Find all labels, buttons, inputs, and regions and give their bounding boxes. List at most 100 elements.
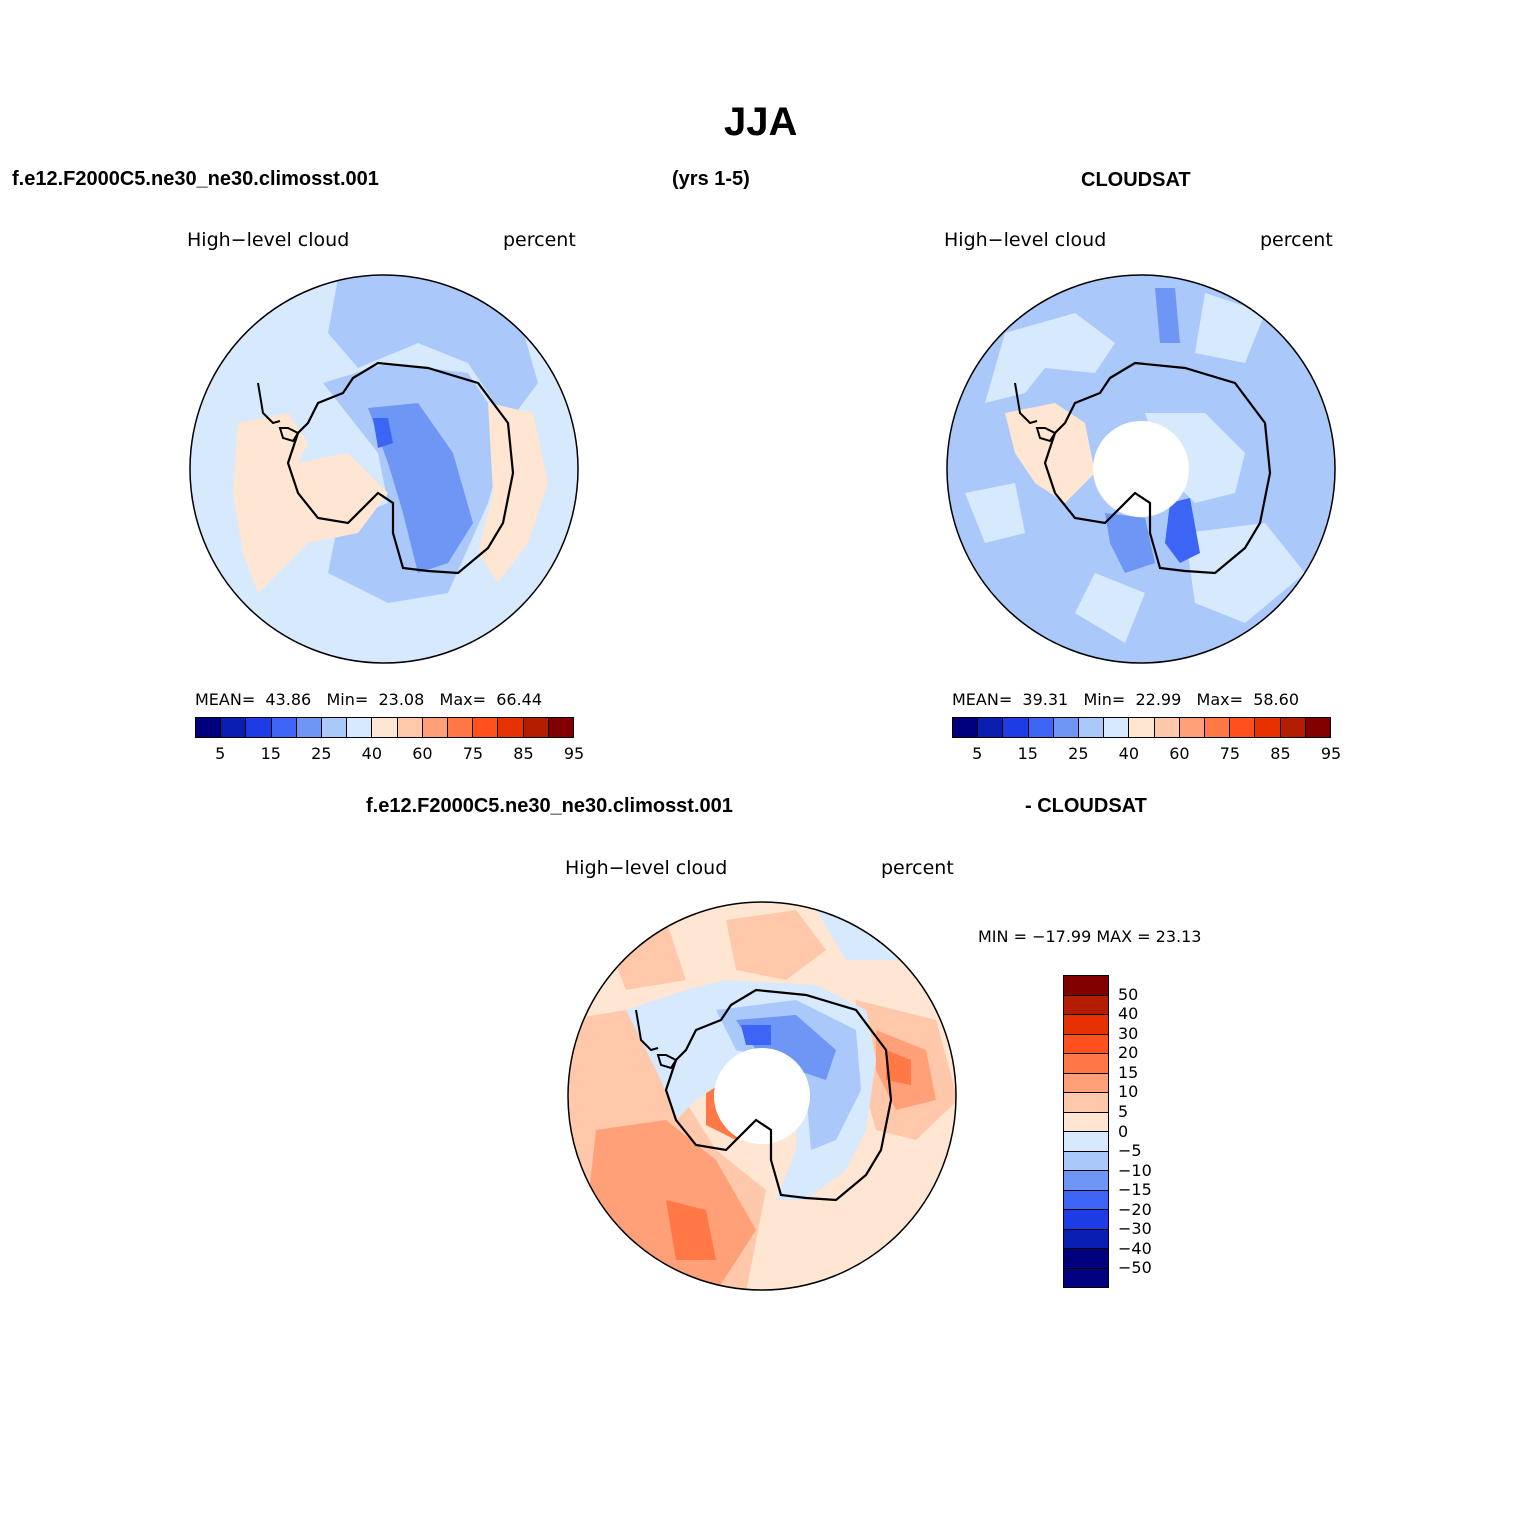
colorbar-swatch <box>1154 718 1180 737</box>
colorbar-swatch <box>1129 718 1155 737</box>
panel3-units: percent <box>881 857 954 879</box>
colorbar-tick-label: 85 <box>1270 744 1291 763</box>
colorbar-tick-label: −5 <box>1118 1141 1142 1161</box>
colorbar-swatch <box>322 718 348 737</box>
colorbar-swatch <box>523 718 549 737</box>
colorbar-tick-label: 60 <box>1169 744 1190 763</box>
colorbar-swatch <box>448 718 474 737</box>
colorbar-swatch <box>1064 1171 1108 1191</box>
panel1-stats: MEAN= 43.86 Min= 23.08 Max= 66.44 <box>195 690 542 709</box>
colorbar-swatch <box>246 718 272 737</box>
panel1-case-name: f.e12.F2000C5.ne30_ne30.climosst.001 <box>12 168 379 190</box>
panel2-polar-map <box>946 274 1336 664</box>
colorbar-tick-label: −20 <box>1118 1199 1152 1219</box>
colorbar-tick-label: 0 <box>1118 1121 1129 1141</box>
colorbar-tick-label: 15 <box>260 744 281 763</box>
colorbar-tick-label: −15 <box>1118 1180 1152 1200</box>
panel1-units: percent <box>503 229 576 251</box>
colorbar-tick-label: 25 <box>311 744 332 763</box>
colorbar-tick-label: 25 <box>1068 744 1089 763</box>
panel3-case-name: f.e12.F2000C5.ne30_ne30.climosst.001 <box>366 795 733 817</box>
colorbar-swatch <box>1064 995 1108 1015</box>
panel2-variable: High−level cloud <box>944 229 1107 251</box>
colorbar-tick-label: 15 <box>1118 1062 1139 1082</box>
page-title: JJA <box>724 100 798 144</box>
panel2-colorbar <box>952 717 1331 738</box>
colorbar-swatch <box>1053 718 1080 737</box>
colorbar-swatch <box>1280 718 1306 737</box>
panel3-diff-label: - CLOUDSAT <box>1025 795 1147 817</box>
panel2-units: percent <box>1260 229 1333 251</box>
colorbar-tick-label: 85 <box>513 744 534 763</box>
colorbar-swatch <box>473 718 499 737</box>
colorbar-tick-label: 40 <box>361 744 383 763</box>
colorbar-swatch <box>347 718 373 737</box>
panel1-colorbar-ticks: 5 15 25 40 60 75 85 95 <box>195 744 584 764</box>
panel2-stats: MEAN= 39.31 Min= 22.99 Max= 58.60 <box>952 690 1299 709</box>
colorbar-tick-label: 5 <box>215 744 226 763</box>
colorbar-swatch <box>1003 718 1029 737</box>
colorbar-swatch <box>548 718 574 737</box>
panel3-colorbar-ticks: 50 40 30 20 15 10 5 0 −5 −10 −15 −20 −30 −40 −50 <box>1118 975 1178 1288</box>
colorbar-tick-label: 15 <box>1017 744 1038 763</box>
colorbar-tick-label: 75 <box>462 744 484 763</box>
colorbar-swatch <box>498 718 524 737</box>
colorbar-swatch <box>1064 1229 1108 1249</box>
colorbar-tick-label: 50 <box>1118 984 1139 1004</box>
colorbar-swatch <box>1305 718 1331 737</box>
colorbar-swatch <box>221 718 247 737</box>
colorbar-swatch <box>1255 718 1281 737</box>
colorbar-tick-label: 10 <box>1118 1082 1139 1102</box>
colorbar-tick-label: −50 <box>1118 1258 1152 1278</box>
colorbar-tick-label: −10 <box>1118 1160 1152 1180</box>
colorbar-swatch <box>1064 1268 1108 1287</box>
colorbar-swatch <box>1079 718 1105 737</box>
colorbar-swatch <box>1179 718 1206 737</box>
panel3-minmax: MIN = −17.99 MAX = 23.13 <box>978 927 1202 946</box>
colorbar-swatch <box>1104 718 1130 737</box>
colorbar-swatch <box>372 718 398 737</box>
colorbar-swatch <box>1064 1034 1108 1054</box>
colorbar-tick-label: 20 <box>1118 1043 1139 1063</box>
colorbar-swatch <box>1205 718 1231 737</box>
colorbar-tick-label: 75 <box>1219 744 1241 763</box>
colorbar-swatch <box>196 718 222 737</box>
colorbar-swatch <box>296 718 323 737</box>
colorbar-swatch <box>1230 718 1256 737</box>
panel3-variable: High−level cloud <box>565 857 728 879</box>
colorbar-tick-label: 5 <box>972 744 983 763</box>
panel1-variable: High−level cloud <box>187 229 350 251</box>
colorbar-swatch <box>953 718 979 737</box>
colorbar-swatch <box>1064 1054 1108 1074</box>
colorbar-swatch <box>1028 718 1054 737</box>
panel3-polar-map <box>567 901 957 1291</box>
colorbar-tick-label: 5 <box>1118 1101 1129 1121</box>
colorbar-swatch <box>1064 1073 1108 1093</box>
colorbar-swatch <box>1064 1093 1108 1113</box>
colorbar-tick-label: −30 <box>1118 1219 1152 1239</box>
colorbar-swatch <box>1064 1210 1108 1230</box>
colorbar-swatch <box>397 718 423 737</box>
colorbar-swatch <box>1064 1249 1108 1269</box>
colorbar-tick-label: 30 <box>1118 1023 1139 1043</box>
colorbar-tick-label: 60 <box>412 744 433 763</box>
colorbar-tick-label: −40 <box>1118 1238 1152 1258</box>
colorbar-tick-label: 40 <box>1118 1004 1139 1024</box>
panel1-polar-map <box>189 274 579 664</box>
colorbar-swatch <box>1064 1112 1108 1132</box>
colorbar-swatch <box>978 718 1004 737</box>
colorbar-tick-label: 95 <box>1320 744 1342 763</box>
colorbar-swatch <box>1064 1015 1108 1035</box>
panel3-colorbar <box>1063 975 1109 1288</box>
colorbar-swatch <box>1064 1132 1108 1152</box>
colorbar-tick-label: 40 <box>1118 744 1140 763</box>
colorbar-swatch <box>1064 1190 1108 1210</box>
panel1-colorbar <box>195 717 574 738</box>
colorbar-swatch <box>1064 1151 1108 1171</box>
colorbar-swatch <box>1064 976 1108 996</box>
panel2-colorbar-ticks: 5 15 25 40 60 75 85 95 <box>952 744 1341 764</box>
colorbar-swatch <box>271 718 297 737</box>
colorbar-swatch <box>422 718 449 737</box>
panel2-case-name: CLOUDSAT <box>1081 169 1191 191</box>
panel1-years: (yrs 1-5) <box>672 168 750 190</box>
